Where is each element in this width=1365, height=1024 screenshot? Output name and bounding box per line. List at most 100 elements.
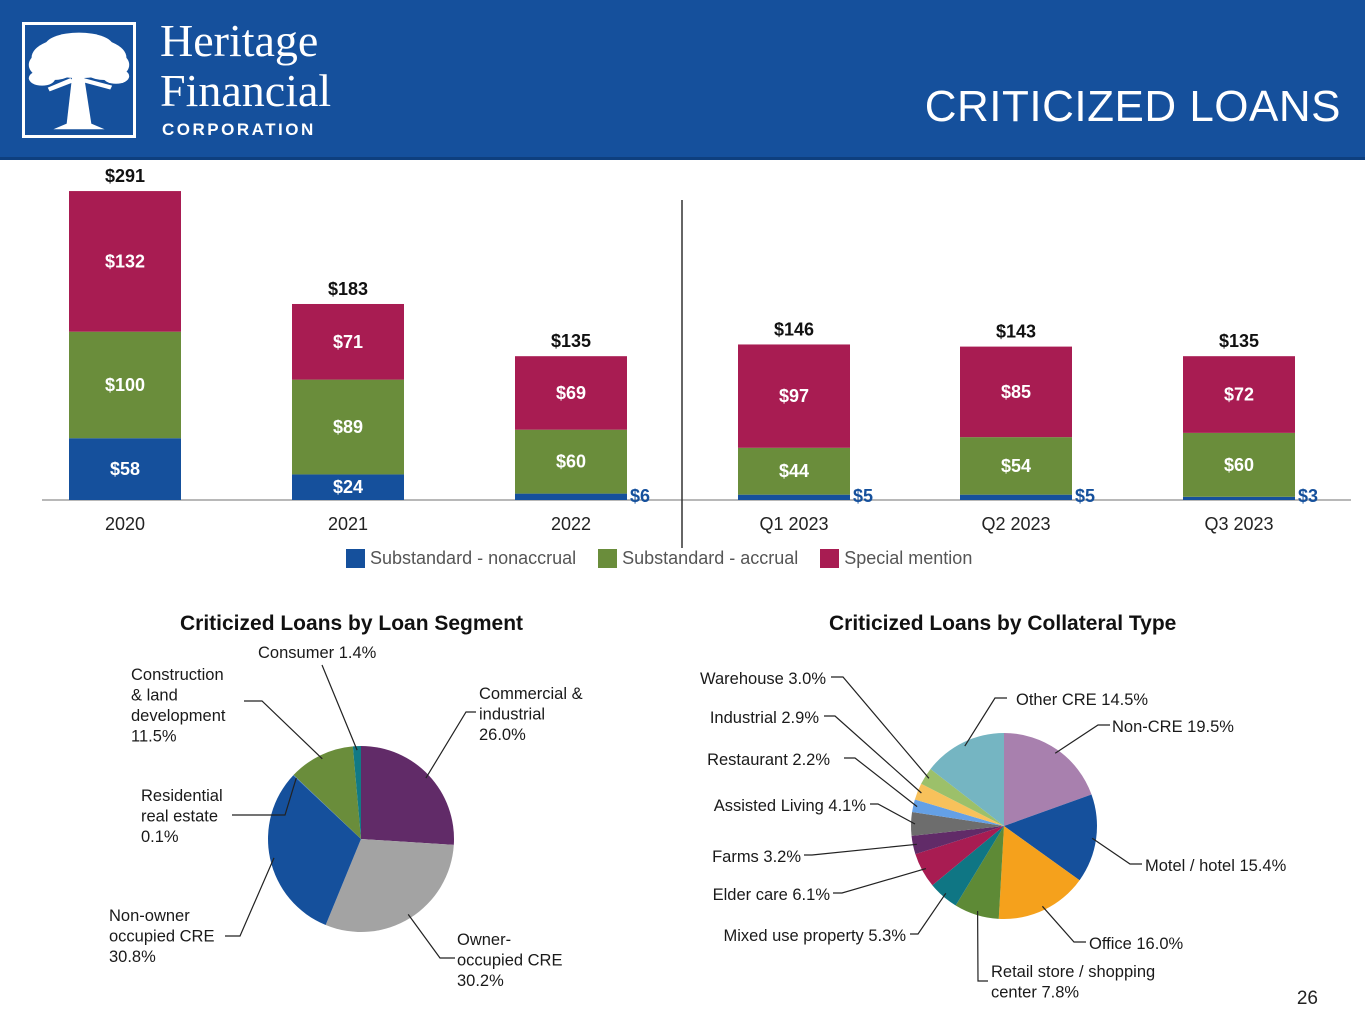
- bar-chart-legend: Substandard - nonaccrual Substandard - ac…: [346, 548, 972, 569]
- pie-label: real estate: [141, 808, 218, 826]
- bar-small-value-label: $6: [630, 486, 650, 506]
- pie-slice-restaurant: [912, 799, 1004, 826]
- leader-line: [225, 857, 275, 937]
- pie-slice-elder-care: [915, 826, 1004, 886]
- bar-special-mention-2020: [69, 191, 181, 332]
- pie-label: Elder care 6.1%: [713, 886, 831, 904]
- bar-special-mention-q2-2023: [960, 346, 1072, 438]
- pie-slice-owner-occupied-cre: [325, 839, 454, 932]
- pie-label: center 7.8%: [991, 984, 1079, 1002]
- pie-label: Warehouse 3.0%: [700, 670, 826, 688]
- bar-substandard-accrual-2020: [69, 331, 181, 439]
- bar-total-label: $135: [551, 331, 591, 351]
- bar-small-value-label: $3: [1298, 486, 1318, 506]
- legend-item-substandard-accrual: Substandard - accrual: [598, 548, 798, 569]
- stacked-bar-chart: $58 $100 $132 $291 2020 $24 $89 $71 $183 2021 $6 $6…: [42, 166, 1351, 548]
- x-tick-label: 2020: [105, 514, 145, 534]
- legend-label: Special mention: [844, 548, 973, 568]
- bar-substandard-nonaccrual-2020: [69, 438, 181, 500]
- brand-name-line2: Financial: [160, 65, 332, 116]
- leader-line: [1041, 905, 1086, 943]
- pie-slice-non-cre: [1004, 733, 1092, 826]
- bar-substandard-accrual-q3-2023: [1183, 432, 1295, 497]
- bar-value-label: $89: [333, 417, 363, 437]
- pie-slice-industrial: [914, 783, 1004, 826]
- bar-value-label: $97: [779, 386, 809, 406]
- x-tick-label: Q3 2023: [1204, 514, 1273, 534]
- bar-value-label: $100: [105, 375, 145, 395]
- legend-swatch: [820, 549, 840, 568]
- leader-line: [1054, 724, 1110, 754]
- pie-slice-farms: [911, 826, 1004, 855]
- bar-value-label: $71: [333, 332, 363, 352]
- leader-line: [425, 711, 476, 779]
- bar-substandard-accrual-q2-2023: [960, 437, 1072, 495]
- pie-slice-non-owner-occupied-cre: [268, 775, 361, 926]
- bar-value-label: $69: [556, 383, 586, 403]
- pie-slice-warehouse: [921, 769, 1004, 826]
- bar-value-label: $24: [333, 477, 363, 497]
- leader-line: [831, 676, 930, 779]
- bar-value-label: $72: [1224, 385, 1254, 405]
- pie-label: 11.5%: [131, 728, 177, 746]
- pie-label: Mixed use property 5.3%: [723, 927, 906, 945]
- leader-line: [804, 843, 917, 856]
- pie-label: Owner-: [457, 931, 511, 949]
- pie-slice-mixed-use-property: [932, 826, 1004, 906]
- bar-substandard-accrual-2022: [515, 429, 627, 494]
- bar-value-label: $54: [1001, 456, 1031, 476]
- leader-line: [1091, 837, 1142, 865]
- leader-line: [870, 803, 916, 825]
- pie-label: 26.0%: [479, 726, 526, 744]
- bar-value-label: $44: [779, 461, 809, 481]
- pie-label: Office 16.0%: [1089, 935, 1183, 953]
- pie-label: industrial: [479, 706, 545, 724]
- brand-name-line1: Heritage: [160, 15, 319, 66]
- bar-small-value-label: $5: [853, 486, 873, 506]
- bar-special-mention-q1-2023: [738, 344, 850, 448]
- pie-slice-office: [998, 826, 1080, 919]
- pie-label: Restaurant 2.2%: [707, 751, 830, 769]
- bar-total-label: $183: [328, 279, 368, 299]
- x-tick-label: 2021: [328, 514, 368, 534]
- bar-small-value-label: $5: [1075, 486, 1095, 506]
- bar-value-label: $132: [105, 251, 145, 271]
- legend-swatch: [346, 549, 365, 568]
- leader-line: [244, 700, 323, 760]
- pie-label: Retail store / shopping: [991, 963, 1155, 981]
- pie-label: Consumer 1.4%: [258, 644, 377, 662]
- bar-value-label: $58: [110, 459, 140, 479]
- bar-substandard-nonaccrual-2021: [292, 474, 404, 500]
- bar-substandard-accrual-2021: [292, 379, 404, 475]
- legend-label: Substandard - accrual: [622, 548, 799, 568]
- pie-label: Residential: [141, 787, 223, 805]
- pie-label: Non-CRE 19.5%: [1112, 718, 1234, 736]
- bar-value-label: $60: [1224, 455, 1254, 475]
- bar-substandard-nonaccrual-2022: [515, 493, 627, 500]
- collateral-pie-title: Criticized Loans by Collateral Type: [829, 612, 1177, 635]
- bar-special-mention-2022: [515, 356, 627, 430]
- pie-label: Construction: [131, 666, 224, 684]
- page-title: CRITICIZED LOANS: [924, 82, 1341, 131]
- pie-label: occupied CRE: [109, 928, 214, 946]
- leader-line: [407, 914, 455, 959]
- pie-slice-retail-store-shopping-center: [955, 826, 1004, 919]
- pie-label: Non-owner: [109, 907, 190, 925]
- pie-slice-commercial-industrial: [361, 746, 455, 845]
- pie-slice-motel-hotel: [1004, 794, 1097, 881]
- pie-label: Industrial 2.9%: [710, 709, 819, 727]
- bar-substandard-accrual-q1-2023: [738, 447, 850, 495]
- pie-label: & land: [131, 687, 178, 705]
- legend-swatch: [598, 549, 618, 568]
- page-number: 26: [1296, 988, 1318, 1009]
- segment-pie-title: Criticized Loans by Loan Segment: [180, 612, 524, 635]
- x-tick-label: 2022: [551, 514, 591, 534]
- bar-substandard-nonaccrual-q3-2023: [1183, 496, 1295, 500]
- pie-label: Motel / hotel 15.4%: [1145, 857, 1287, 875]
- bar-total-label: $146: [774, 319, 814, 339]
- x-tick-label: Q2 2023: [981, 514, 1050, 534]
- header-banner: Heritage Financial CORPORATION CRITICIZE…: [0, 0, 1365, 160]
- pie-label: occupied CRE: [457, 952, 562, 970]
- pie-label: Commercial &: [479, 685, 583, 703]
- leader-line: [844, 757, 918, 808]
